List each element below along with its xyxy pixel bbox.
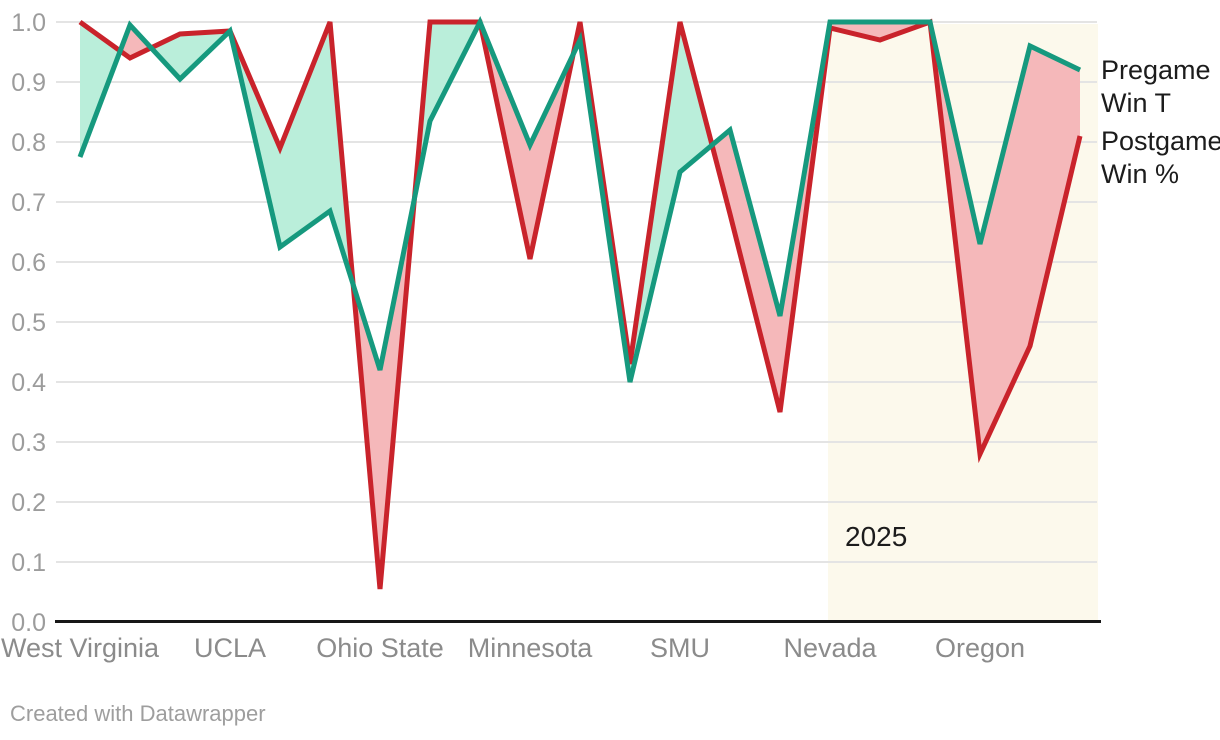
y-axis-tick-label: 0.5 [11, 309, 46, 337]
y-axis-tick-label: 0.7 [11, 189, 46, 217]
postgame-win-line [78, 18, 1083, 590]
y-axis-tick-label: 0.0 [11, 609, 46, 637]
series-difference-fill [980, 46, 1030, 454]
series-difference-fill [1030, 46, 1080, 346]
x-axis-tick-label: SMU [650, 633, 710, 663]
legend-item-postgame: Postgame Win % [1101, 125, 1220, 191]
x-axis-tick-label: Minnesota [468, 633, 594, 663]
legend-item-pregame: Pregame Win T [1101, 54, 1211, 120]
legend-label-line: Pregame [1101, 55, 1211, 85]
x-axis-tick-label: UCLA [194, 633, 266, 663]
y-axis-tick-label: 0.4 [11, 369, 46, 397]
x-axis-tick-label: Ohio State [316, 633, 444, 663]
x-axis-tick-label: Oregon [935, 633, 1025, 663]
y-axis-tick-label: 0.3 [11, 429, 46, 457]
x-axis-tick-label: West Virginia [1, 633, 160, 663]
series-difference-fill [80, 22, 121, 157]
legend-label-line: Win % [1101, 159, 1180, 189]
season-2025-label: 2025 [845, 521, 907, 552]
pregame-win-line [77, 15, 1082, 383]
datawrapper-credit: Created with Datawrapper [10, 701, 266, 726]
win-probability-chart: 0.0 0.1 0.2 0.3 0.4 0.5 0.6 0.7 0.8 0.9 1.0 West Vi… [1, 9, 1101, 663]
y-axis-tick-label: 0.2 [11, 489, 46, 517]
series-difference-fill [730, 130, 780, 412]
x-axis-tick-label: Nevada [783, 633, 877, 663]
y-axis-tick-label: 0.6 [11, 249, 46, 277]
series-difference-fill [280, 22, 330, 247]
y-axis-tick-label: 0.9 [11, 69, 46, 97]
legend-label-line: Postgame [1101, 126, 1220, 156]
y-axis-tick-label: 1.0 [11, 9, 46, 37]
legend-label-line: Win T [1101, 88, 1172, 118]
y-axis-tick-label: 0.1 [11, 549, 46, 577]
y-axis-tick-label: 0.8 [11, 129, 46, 157]
